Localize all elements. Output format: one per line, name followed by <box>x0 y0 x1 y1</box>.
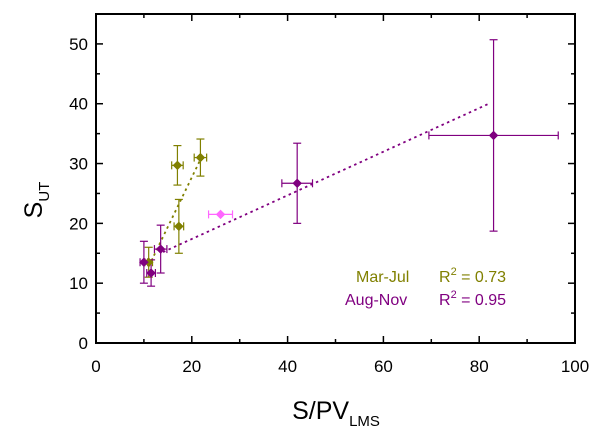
plot-frame <box>95 13 576 344</box>
data-point-marker <box>174 221 184 232</box>
error-bars <box>139 39 559 287</box>
legend-stat-value: = 0.95 <box>457 292 506 309</box>
legend-entry-mar-jul: Mar-Jul R2 = 0.73 <box>356 266 506 286</box>
x-tick-label: 0 <box>91 357 100 376</box>
data-point-marker <box>195 152 206 163</box>
data-point-marker <box>172 160 183 171</box>
y-axis-label: SUT <box>20 182 53 219</box>
fit-line <box>162 102 490 253</box>
y-tick-label: 0 <box>79 334 88 353</box>
data-point-marker <box>488 130 499 141</box>
x-tick-label: 40 <box>278 357 297 376</box>
y-tick-label: 20 <box>69 214 88 233</box>
x-tick-label: 60 <box>374 357 393 376</box>
y-axis-label-sub: UT <box>36 182 53 202</box>
legend-stat-value: = 0.73 <box>457 269 506 286</box>
legend-label: Mar-Jul <box>356 269 409 286</box>
data-point-marker <box>139 257 149 268</box>
legend-stat: R <box>439 269 451 286</box>
legend-stat: R <box>439 292 451 309</box>
y-tick-label: 10 <box>69 274 88 293</box>
x-tick-label: 80 <box>470 357 489 376</box>
x-axis-label: S/PVLMS <box>292 397 380 430</box>
data-point-marker <box>155 244 166 254</box>
x-axis-label-main: S/PV <box>292 397 349 425</box>
legend-label: Aug-Nov <box>345 292 407 309</box>
fit-line <box>147 157 203 267</box>
y-axis-label-main: S <box>20 202 48 219</box>
legend-stat-power: 2 <box>451 266 457 278</box>
y-tick-label: 50 <box>69 35 88 54</box>
data-point-marker <box>146 268 156 278</box>
tick-labels: 0 20 40 60 80 100 0 10 20 30 40 50 <box>69 35 589 376</box>
legend: Mar-Jul R2 = 0.73 Aug-Nov R2 = 0.95 <box>345 266 506 309</box>
legend-stat-power: 2 <box>451 289 457 301</box>
x-tick-label: 100 <box>561 357 589 376</box>
legend-entry-aug-nov: Aug-Nov R2 = 0.95 <box>345 289 506 309</box>
data-markers <box>139 130 499 278</box>
y-tick-label: 40 <box>69 95 88 114</box>
x-axis-label-sub: LMS <box>349 413 380 430</box>
x-tick-label: 20 <box>182 357 201 376</box>
fit-lines <box>147 102 490 267</box>
data-point-marker <box>292 178 303 189</box>
y-tick-label: 30 <box>69 155 88 174</box>
data-point-marker <box>215 209 226 220</box>
